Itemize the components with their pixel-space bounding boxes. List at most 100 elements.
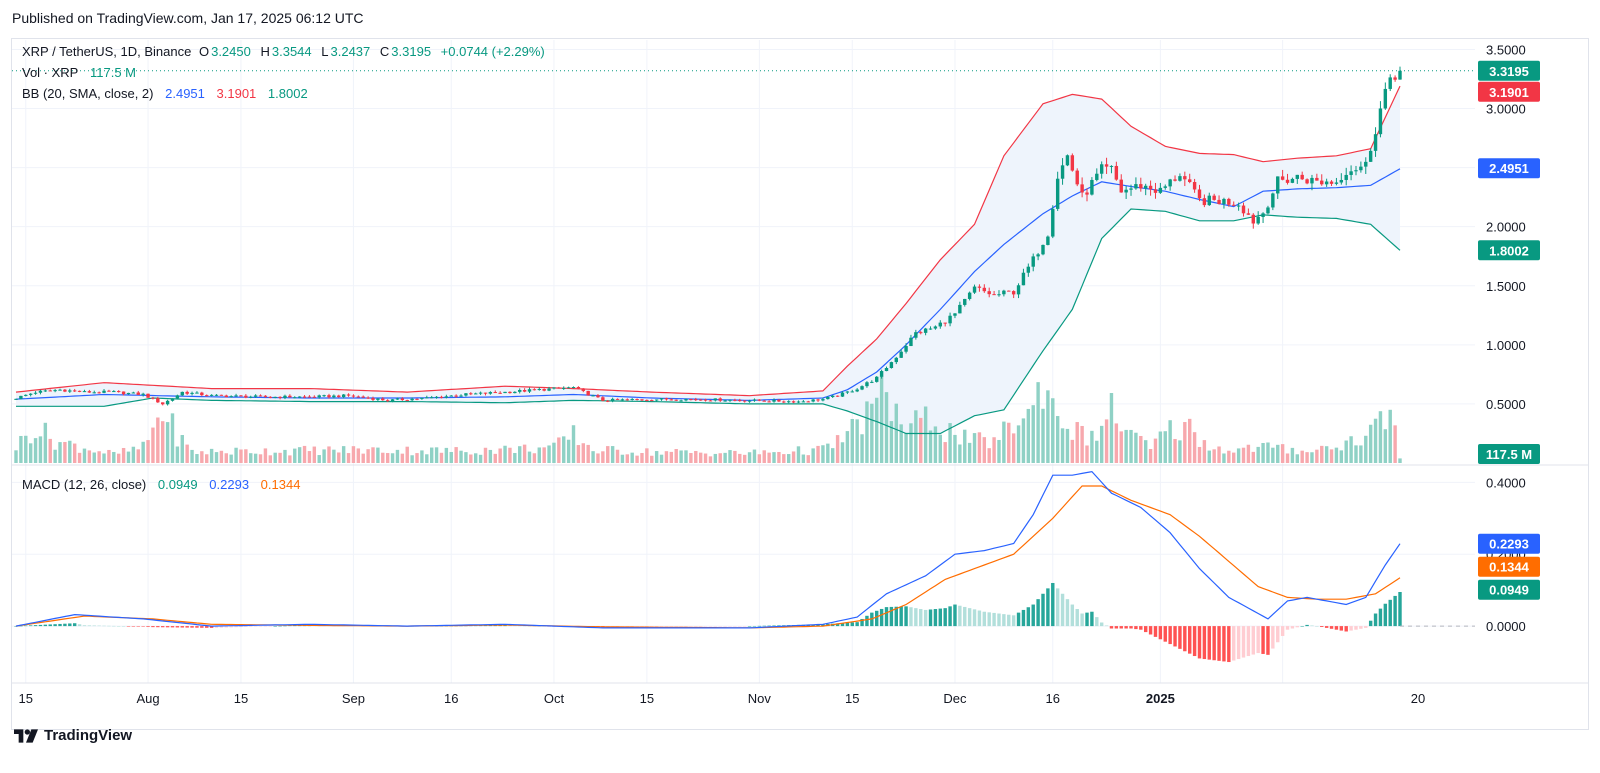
candle-body [307, 396, 312, 398]
candle-body [87, 391, 92, 393]
candle-body [875, 376, 879, 382]
volume-bar [1134, 432, 1138, 463]
macd-histogram-bar [180, 626, 184, 628]
candle-body [1080, 184, 1084, 193]
bb-label[interactable]: BB (20, SMA, close, 2) [22, 86, 154, 101]
volume-bar [1036, 382, 1040, 463]
macd-histogram-bar [1168, 626, 1172, 645]
candle-body [478, 392, 483, 394]
volume-bar [1163, 431, 1167, 463]
macd-histogram-bar [1310, 625, 1314, 627]
candle-body [1295, 174, 1300, 179]
candle-body [1202, 198, 1207, 206]
macd-histogram-bar [58, 623, 62, 627]
candle-body [1085, 192, 1089, 195]
volume-label[interactable]: Vol · XRP [22, 65, 79, 80]
volume-bar [1002, 421, 1006, 463]
volume-bar [385, 453, 390, 463]
volume-bar [552, 442, 556, 463]
macd-histogram-bar [742, 626, 747, 627]
macd-histogram-bar [1134, 626, 1138, 630]
candle-body [209, 394, 214, 396]
volume-bar [977, 432, 982, 463]
bb-basis-value: 2.4951 [165, 86, 205, 101]
candle-body [429, 397, 434, 399]
macd-histogram-bar [92, 625, 96, 627]
volume-bar [273, 452, 277, 463]
volume-bar [1080, 425, 1084, 463]
candle-body [1251, 214, 1255, 224]
candle-body [234, 395, 238, 397]
candle-body [1285, 179, 1290, 183]
volume-bar [630, 452, 634, 463]
macd-histogram-bar [1031, 604, 1035, 627]
macd-histogram-bar [1241, 626, 1246, 658]
candle-body [312, 396, 317, 398]
candle-body [1016, 285, 1021, 295]
candle-body [156, 398, 160, 403]
volume-bar [518, 446, 522, 463]
volume-bar [557, 437, 561, 463]
volume-bar [371, 447, 375, 463]
candle-body [1339, 179, 1344, 183]
macd-histogram-bar [1295, 626, 1300, 628]
macd-histogram-bar [1153, 626, 1158, 637]
candle-body [997, 294, 1001, 296]
candle-body [337, 395, 341, 398]
volume-bar [420, 450, 424, 463]
candle-body [395, 398, 400, 400]
macd-histogram-bar [904, 606, 908, 627]
volume-bar [1349, 436, 1353, 463]
macd-histogram-bar [1202, 626, 1207, 660]
footer-brand[interactable]: TradingView [14, 727, 132, 744]
volume-bar [97, 451, 101, 463]
macd-label[interactable]: MACD (12, 26, close) [22, 477, 147, 492]
volume-bar [302, 445, 307, 463]
macd-histogram-bar [963, 606, 967, 627]
macd-histogram-bar [253, 626, 258, 627]
volume-bar [1099, 425, 1104, 463]
macd-histogram-bar [757, 625, 762, 627]
candle-body [689, 399, 693, 401]
candle-body [571, 387, 576, 389]
volume-bar [58, 442, 62, 463]
macd-histogram-bar [1324, 626, 1329, 628]
volume-bar [1241, 447, 1246, 463]
candle-body [185, 391, 189, 394]
time-axis-tick-label: 2025 [1146, 691, 1175, 706]
macd-histogram-bar [1016, 612, 1021, 627]
macd-histogram-bar [664, 626, 669, 627]
volume-bar [855, 419, 859, 463]
candle-body [214, 394, 219, 396]
symbol-title[interactable]: XRP / TetherUS, 1D, Binance [22, 44, 192, 59]
macd-signal-line [15, 485, 1401, 629]
candle-body [860, 386, 864, 390]
candle-body [1222, 198, 1226, 204]
candle-body [879, 371, 884, 377]
macd-histogram-bar [889, 606, 894, 627]
macd-histogram-bar [1246, 626, 1251, 657]
candle-body [1261, 213, 1265, 217]
macd-histogram-bar [1007, 614, 1011, 627]
candle-body [459, 395, 463, 397]
volume-bar [581, 443, 585, 463]
candle-body [38, 390, 43, 393]
volume-bar [249, 453, 253, 463]
candle-body [116, 391, 121, 393]
volume-bar [547, 445, 551, 463]
volume-bar [351, 446, 356, 463]
candle-body [361, 396, 365, 398]
macd-histogram-bar [860, 618, 864, 627]
candle-body [219, 394, 224, 396]
candle-body [581, 388, 585, 391]
macd-histogram-bar [967, 608, 972, 627]
volume-bar [1090, 430, 1094, 463]
macd-histogram-bar [1344, 626, 1348, 632]
time-axis-tick-label: 16 [1046, 691, 1060, 706]
volume-bar [1236, 448, 1241, 463]
macd-histogram-bar [1373, 613, 1378, 627]
macd-histogram-bar [879, 608, 884, 627]
candle-body [1256, 216, 1260, 224]
macd-histogram-bar [1173, 626, 1177, 647]
